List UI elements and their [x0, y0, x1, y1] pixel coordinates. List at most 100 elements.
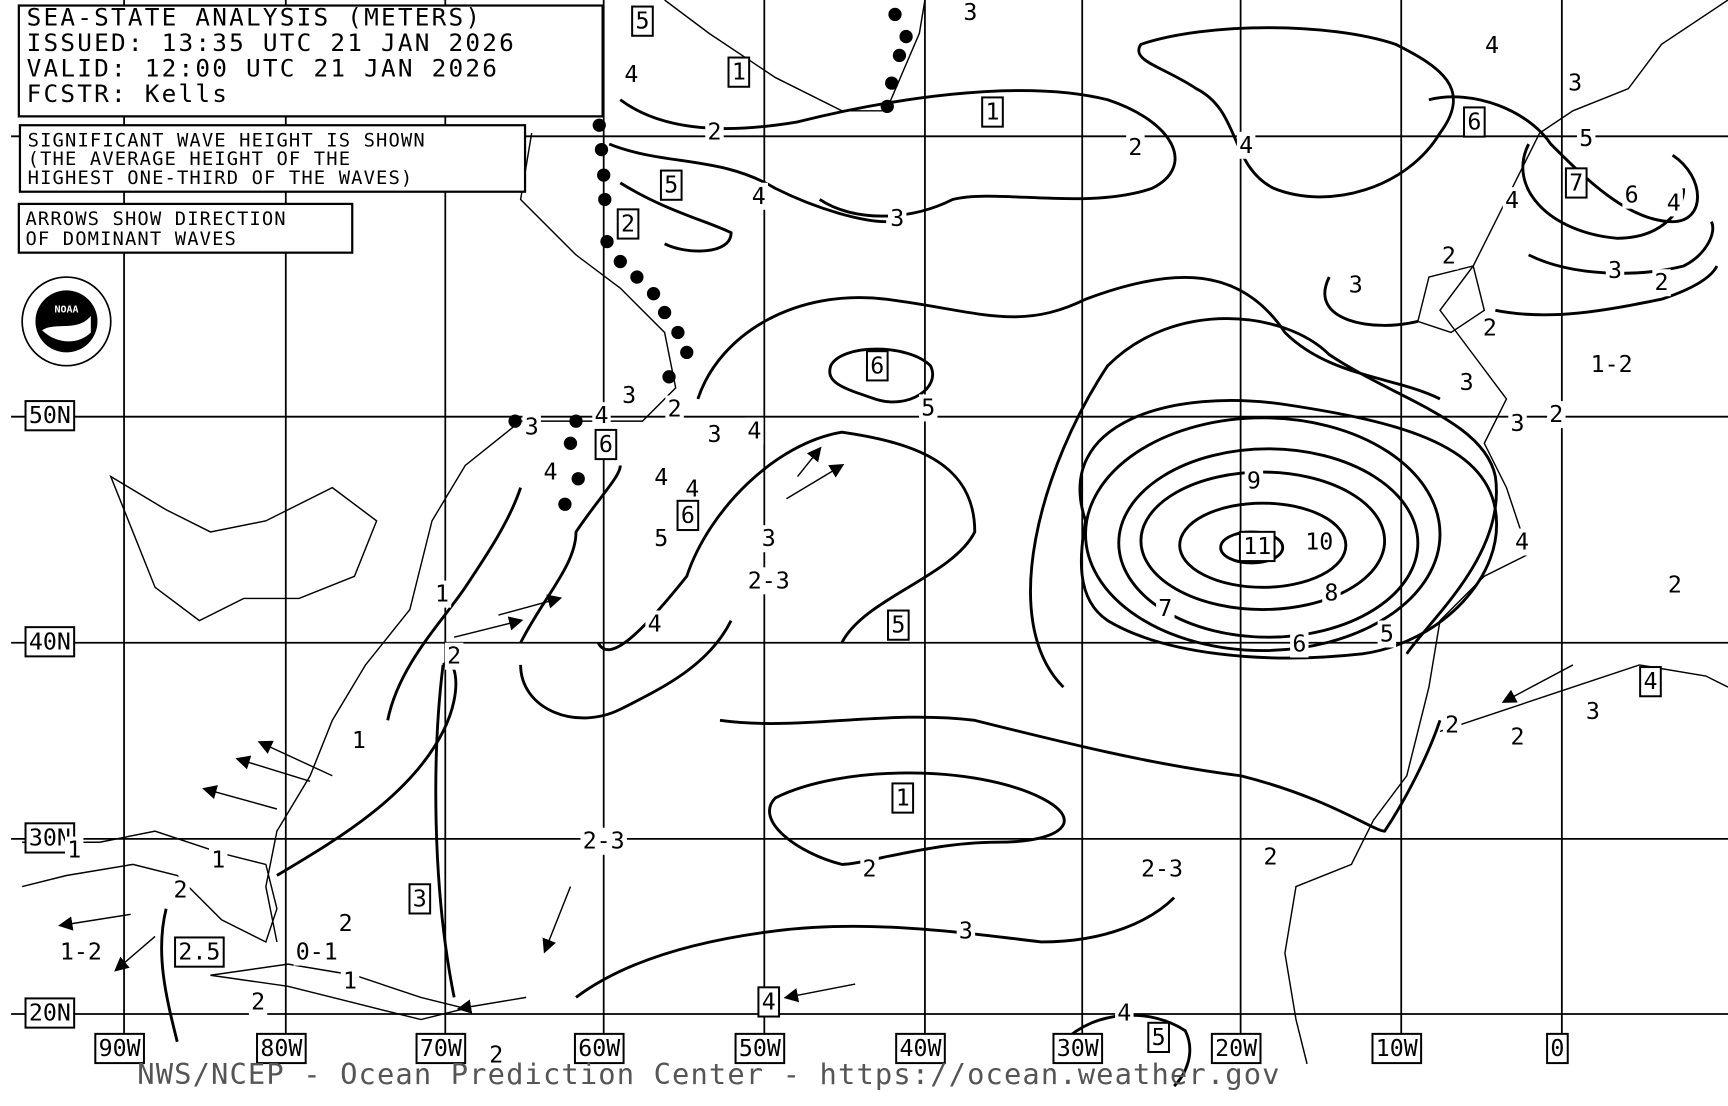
latitude-label: 50N — [29, 402, 71, 429]
contour-label: 2 — [1445, 711, 1459, 738]
label-mask — [432, 580, 452, 608]
ice-dot — [662, 370, 676, 384]
label-mask — [580, 827, 627, 855]
contour-label: 0-1 — [296, 939, 338, 966]
contour-label: 4 — [1667, 189, 1681, 216]
contour-label-box — [659, 169, 683, 201]
label-mask — [1665, 571, 1685, 599]
note-frame — [18, 124, 527, 193]
longitude-label-group: 80W — [256, 1032, 307, 1065]
ice-dot — [597, 168, 611, 182]
ice-dot — [899, 29, 913, 44]
longitude-label-box — [1546, 1032, 1569, 1065]
ice-dot — [563, 436, 578, 450]
contour-label: 6 — [599, 431, 613, 458]
note-line: HIGHEST ONE-THIRD OF THE WAVES) — [28, 168, 414, 189]
contour-label: 2 — [1442, 243, 1456, 270]
contour-label: 3 — [525, 413, 539, 440]
arrow — [257, 740, 333, 777]
label-mask — [745, 417, 764, 445]
contour-label-box — [1564, 167, 1588, 199]
label-mask — [956, 917, 976, 945]
longitude-label: 80W — [260, 1035, 302, 1062]
contour-label-box — [891, 782, 915, 814]
contour-label-box — [727, 56, 751, 88]
longitude-label: 50W — [739, 1035, 781, 1062]
contour-label-box — [865, 350, 889, 382]
contour-labels: 50N 40N 30N 20N 90W 80W 70W 60W 50W 40W 30W 20W 10W 0… — [24, 0, 1685, 1069]
label-mask — [1565, 69, 1585, 97]
contour-label: 6 — [1467, 109, 1481, 136]
longitude-label-box — [573, 1032, 625, 1065]
latitude-label-box — [24, 400, 76, 432]
contour-label: 4 — [1515, 529, 1529, 556]
label-mask — [336, 909, 355, 937]
label-mask — [652, 464, 671, 492]
label-mask — [541, 458, 560, 486]
contour-label-group: 6 — [676, 499, 700, 532]
contour — [768, 771, 1066, 866]
contour-label: 3 — [1511, 410, 1525, 437]
longitude-label: 30W — [1057, 1035, 1099, 1062]
ice-dot — [571, 472, 585, 486]
contour-label: 3 — [622, 382, 636, 409]
latitude-label-group: 20N — [24, 997, 76, 1029]
label-mask — [1290, 630, 1309, 658]
longitude-label: 40W — [899, 1035, 941, 1062]
wave-arrows — [58, 446, 1574, 1014]
contour-label-group: 4 — [757, 986, 781, 1018]
contour-label: 1-2 — [1591, 351, 1633, 378]
label-mask — [1664, 189, 1683, 217]
contours — [160, 26, 1719, 1088]
arrow — [783, 983, 856, 1003]
label-mask — [759, 525, 778, 553]
contour — [575, 896, 1176, 999]
latitude-label-group: 50N — [24, 400, 76, 432]
arrow — [542, 886, 572, 954]
label-mask — [57, 938, 105, 966]
label-mask — [1547, 401, 1566, 429]
contour-label: 5 — [1380, 621, 1394, 648]
title: SEA-STATE ANALYSIS (METERS) — [27, 2, 483, 31]
contour-label: 2 — [707, 118, 721, 145]
longitude-label-group: 60W — [573, 1032, 625, 1065]
contour — [1323, 276, 1419, 327]
contour — [434, 664, 456, 998]
contour-label: 2 — [1668, 572, 1682, 599]
contour-label-group: 7 — [1564, 167, 1588, 199]
contour-label-group: 1 — [981, 96, 1004, 128]
ice-dot — [892, 48, 907, 63]
contour-label: 4 — [1643, 668, 1657, 695]
contour — [1062, 1013, 1192, 1088]
label-mask — [705, 421, 724, 449]
contour — [519, 465, 622, 644]
label-mask — [619, 382, 639, 410]
label-mask — [1482, 32, 1502, 60]
label-mask — [1377, 620, 1397, 648]
contour-label: 6 — [681, 502, 695, 529]
label-mask — [349, 726, 369, 754]
label-mask — [1346, 271, 1366, 299]
contour — [1137, 26, 1455, 199]
contour — [1495, 265, 1719, 317]
note-line: OF DOMINANT WAVES — [25, 229, 236, 250]
contour-label: 4 — [747, 418, 761, 445]
ice-dot — [657, 305, 672, 320]
note-frame — [17, 202, 354, 254]
label-mask — [248, 988, 268, 1016]
coast-ireland — [1416, 265, 1486, 334]
contour-label: 4 — [1505, 187, 1519, 214]
coast-great-lakes — [109, 474, 378, 622]
coast-mediterranean — [1439, 664, 1728, 733]
contour-label-box — [631, 5, 654, 37]
contour-label-box — [616, 208, 640, 240]
label-mask — [1442, 711, 1462, 739]
valid: VALID: 12:00 UTC 21 JAN 2026 — [27, 53, 500, 82]
arrow — [114, 935, 156, 972]
longitude-label: 0 — [1550, 1035, 1564, 1062]
contour-label: 3 — [959, 918, 973, 945]
contour-label: 3 — [1608, 257, 1622, 284]
longitude-label-box — [256, 1032, 307, 1065]
contour-label: 5 — [654, 525, 668, 552]
